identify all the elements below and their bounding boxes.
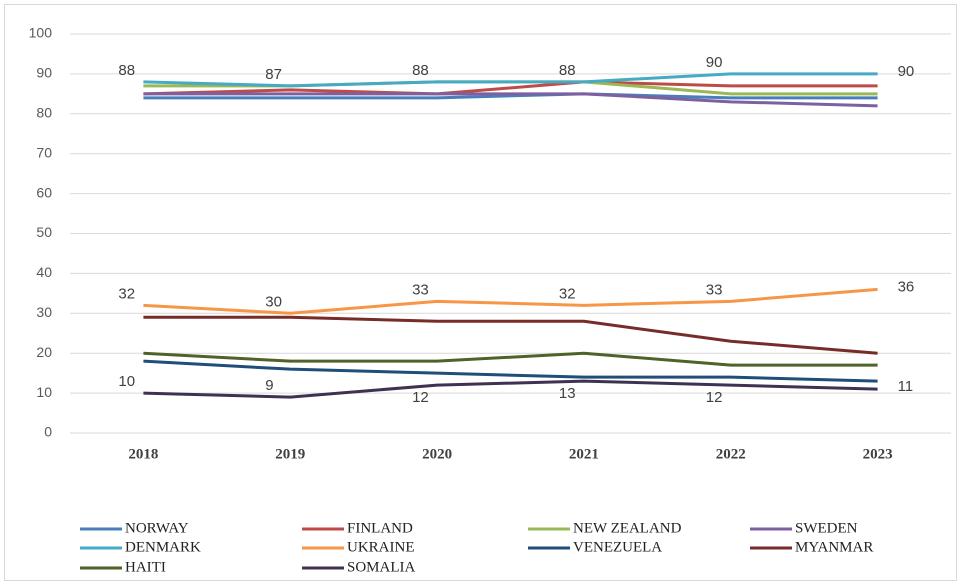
series-line <box>143 379 878 399</box>
legend-label: DENMARK <box>125 539 201 555</box>
series-line <box>143 72 878 88</box>
legend-label: SWEDEN <box>795 520 858 536</box>
series-line <box>143 359 878 383</box>
data-label: 33 <box>412 281 429 298</box>
series-line <box>143 351 878 367</box>
y-tick-label: 100 <box>29 25 53 41</box>
data-label: 36 <box>898 278 915 295</box>
data-label: 13 <box>559 385 576 402</box>
series-line <box>143 315 878 355</box>
y-tick-label: 90 <box>36 65 52 81</box>
series-line <box>143 92 878 100</box>
x-tick-label: 2023 <box>863 446 893 462</box>
data-label: 88 <box>412 62 429 79</box>
legend-label: NEW ZEALAND <box>573 520 682 536</box>
y-tick-label: 60 <box>36 184 52 200</box>
data-label: 90 <box>706 54 723 71</box>
legend-label: NORWAY <box>125 520 189 536</box>
data-label: 11 <box>898 378 914 395</box>
chart-frame <box>4 4 957 581</box>
data-label: 87 <box>265 66 282 83</box>
data-label: 90 <box>898 63 915 80</box>
y-tick-label: 50 <box>36 224 52 240</box>
data-label: 30 <box>265 293 282 310</box>
y-tick-label: 80 <box>36 105 52 121</box>
y-tick-label: 70 <box>36 144 52 160</box>
data-label: 12 <box>412 389 429 406</box>
x-tick-label: 2022 <box>716 446 746 462</box>
y-tick-label: 40 <box>36 264 52 280</box>
legend-label: FINLAND <box>347 520 413 536</box>
series-line <box>143 92 878 108</box>
series-line <box>143 80 878 96</box>
legend-label: HAITI <box>125 559 166 575</box>
legend-label: MYANMAR <box>795 539 873 555</box>
data-label: 9 <box>265 377 273 394</box>
x-tick-label: 2019 <box>275 446 305 462</box>
x-tick-label: 2018 <box>128 446 158 462</box>
data-label: 10 <box>118 373 135 390</box>
series-line <box>143 287 878 315</box>
y-tick-label: 10 <box>36 384 52 400</box>
legend-label: VENEZUELA <box>573 539 662 555</box>
y-tick-label: 20 <box>36 344 52 360</box>
x-tick-label: 2021 <box>569 446 599 462</box>
y-tick-label: 30 <box>36 304 52 320</box>
data-label: 12 <box>706 389 723 406</box>
data-label: 32 <box>118 285 135 302</box>
data-label: 88 <box>559 62 576 79</box>
data-label: 32 <box>559 285 576 302</box>
data-label: 88 <box>118 62 135 79</box>
y-tick-label: 0 <box>44 424 52 440</box>
legend-label: UKRAINE <box>347 539 415 555</box>
legend-label: SOMALIA <box>347 559 416 575</box>
x-tick-label: 2020 <box>422 446 452 462</box>
data-label: 33 <box>706 281 723 298</box>
